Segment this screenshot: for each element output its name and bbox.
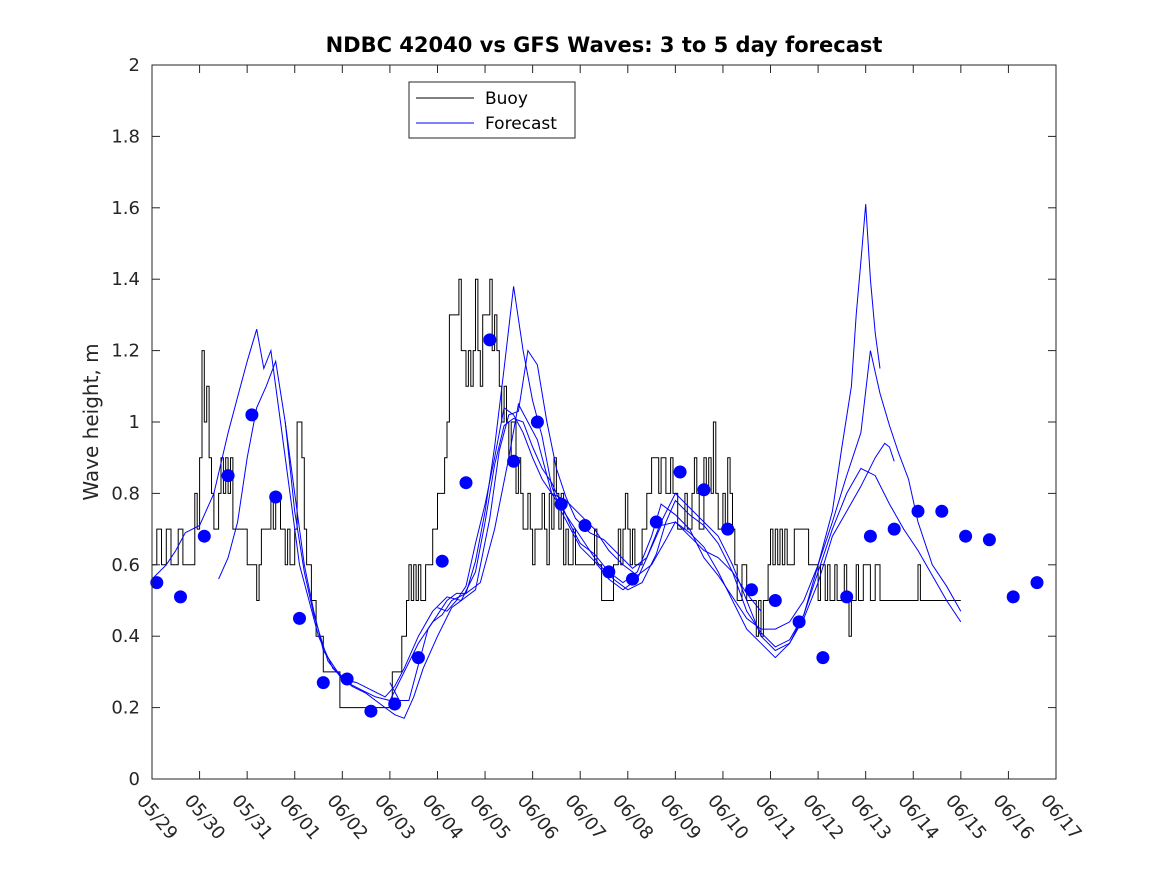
forecast-marker (364, 704, 378, 718)
forecast-marker (150, 576, 164, 590)
forecast-marker (959, 529, 973, 543)
forecast-marker (840, 590, 854, 604)
x-tick-label: 06/08 (608, 791, 657, 844)
y-tick-label: 2 (129, 55, 140, 76)
y-tick-label: 0 (129, 769, 140, 790)
y-tick-label: 1 (129, 412, 140, 433)
x-tick-label: 06/03 (370, 791, 419, 844)
x-tick-label: 06/17 (1036, 791, 1085, 844)
plot-markers (150, 333, 1044, 718)
x-tick-label: 06/12 (798, 791, 847, 844)
forecast-marker (1006, 590, 1020, 604)
legend-buoy-label: Buoy (485, 89, 528, 109)
forecast-marker (721, 522, 735, 536)
y-tick-label: 0.4 (111, 626, 140, 647)
forecast-marker (221, 469, 235, 483)
y-tick-label: 1.4 (111, 269, 140, 290)
forecast-marker (745, 583, 758, 597)
forecast-marker (911, 504, 925, 518)
forecast-marker (507, 454, 521, 468)
y-tick-label: 1.2 (111, 341, 140, 362)
plot-lines (151, 204, 962, 719)
forecast-run-line (151, 329, 762, 702)
x-tick-label: 06/06 (513, 791, 562, 844)
forecast-marker (483, 333, 497, 347)
x-tick-label: 06/13 (846, 791, 895, 844)
forecast-marker (649, 515, 663, 529)
forecast-marker (459, 476, 473, 490)
legend-box (408, 81, 576, 139)
forecast-marker (673, 465, 687, 479)
forecast-marker (982, 533, 996, 547)
y-tick-label: 1.8 (111, 126, 140, 147)
x-tick-label: 06/05 (465, 791, 514, 844)
forecast-marker (578, 519, 592, 532)
y-tick-label: 0.2 (111, 698, 140, 719)
forecast-marker (935, 504, 949, 518)
forecast-marker (768, 594, 782, 607)
forecast-marker (792, 615, 806, 629)
forecast-marker (435, 554, 449, 568)
legend-forecast-label: Forecast (485, 114, 557, 134)
forecast-marker (340, 672, 354, 686)
forecast-marker (863, 529, 877, 543)
forecast-marker (388, 697, 402, 711)
y-axis: 0 0.2 0.4 0.6 0.8 1 1.2 1.4 1.6 1.8 2 (111, 55, 1056, 790)
forecast-marker (174, 590, 187, 604)
forecast-run-line (389, 286, 962, 701)
forecast-marker (411, 651, 425, 665)
forecast-marker (626, 572, 639, 586)
forecast-run-line (437, 406, 962, 648)
forecast-run-line (218, 349, 895, 698)
x-tick-label: 06/01 (275, 791, 324, 844)
x-tick-label: 05/31 (227, 791, 276, 844)
x-tick-label: 05/30 (180, 791, 229, 844)
legend: Buoy Forecast (408, 81, 576, 139)
forecast-marker (602, 565, 616, 579)
x-tick-label: 06/16 (989, 791, 1038, 844)
forecast-marker (293, 611, 306, 625)
forecast-marker (816, 651, 830, 665)
forecast-marker (245, 408, 259, 422)
forecast-marker (554, 497, 568, 511)
forecast-marker (697, 483, 711, 497)
x-axis: 05/2905/3005/3106/0106/0206/0306/0406/05… (132, 65, 1086, 844)
forecast-marker (316, 676, 330, 690)
chart-title: NDBC 42040 vs GFS Waves: 3 to 5 day fore… (326, 33, 883, 57)
buoy-line (152, 278, 961, 709)
y-tick-label: 0.6 (111, 555, 140, 576)
x-tick-label: 06/14 (893, 791, 942, 844)
x-tick-label: 06/10 (703, 791, 752, 844)
forecast-marker (530, 415, 544, 429)
forecast-marker (197, 529, 211, 543)
plot-frame (151, 64, 1057, 780)
y-tick-label: 0.8 (111, 483, 140, 504)
x-tick-label: 06/09 (656, 791, 705, 844)
x-tick-label: 06/02 (322, 791, 371, 844)
forecast-marker (887, 522, 901, 536)
y-axis-label: Wave height, m (79, 343, 103, 500)
forecast-marker (269, 490, 283, 504)
x-tick-label: 06/11 (751, 791, 800, 844)
x-tick-label: 06/04 (418, 791, 467, 844)
y-tick-label: 1.6 (111, 198, 140, 219)
x-tick-label: 05/29 (132, 791, 181, 844)
x-tick-label: 06/15 (941, 791, 990, 844)
x-tick-label: 06/07 (560, 791, 609, 844)
forecast-marker (1030, 576, 1044, 590)
